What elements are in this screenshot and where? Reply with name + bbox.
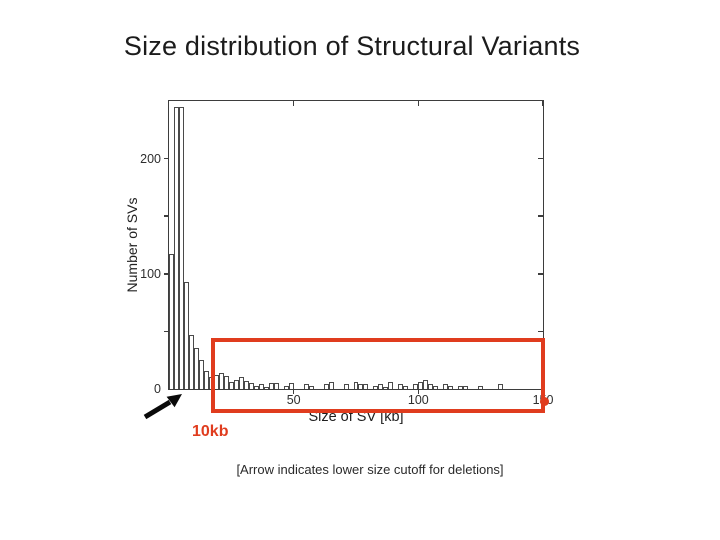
histogram-bar <box>288 383 294 389</box>
highlight-box-corner-dot <box>539 397 549 406</box>
x-tick <box>292 389 295 394</box>
histogram-bar <box>478 385 484 389</box>
histogram-bar <box>228 382 234 389</box>
histogram-bar <box>448 385 454 389</box>
histogram-bar <box>383 386 389 389</box>
y-tick-label: 100 <box>140 266 161 281</box>
histogram-bar <box>188 334 194 389</box>
histogram-bar <box>433 385 439 389</box>
slide-title: Size distribution of Structural Variants <box>123 31 581 61</box>
y-tick-label: 200 <box>140 151 161 166</box>
histogram-bar <box>443 384 449 389</box>
histogram-bar <box>423 379 429 389</box>
histogram-bar <box>258 384 264 389</box>
histogram-bar <box>498 384 504 389</box>
histogram-bar <box>353 382 359 389</box>
histogram-bar <box>418 382 424 389</box>
histogram-bar <box>263 386 269 389</box>
histogram-bar <box>273 383 279 389</box>
x-tick <box>542 101 544 106</box>
histogram-bar <box>463 385 469 389</box>
histogram-bar <box>253 385 259 389</box>
histogram-bar <box>363 384 369 389</box>
y-tick <box>538 157 543 160</box>
histogram-bar <box>373 385 379 389</box>
y-tick-label: 0 <box>154 382 161 396</box>
histogram-bar <box>238 377 244 389</box>
cutoff-size-label: 10kb <box>192 423 229 440</box>
y-tick <box>164 330 169 333</box>
y-tick <box>538 273 543 275</box>
histogram-bar <box>268 383 274 389</box>
highlight-box <box>211 338 546 413</box>
histogram-bar <box>458 385 464 389</box>
histogram-bar <box>193 347 199 389</box>
histogram-bar <box>398 384 404 389</box>
y-tick <box>164 215 169 217</box>
x-tick <box>417 101 420 106</box>
histogram-bar <box>178 106 184 389</box>
histogram-bar <box>198 360 204 389</box>
histogram-bar <box>308 385 314 389</box>
histogram-bar <box>343 384 349 389</box>
histogram-bar <box>223 376 229 389</box>
histogram-bar <box>403 385 409 389</box>
histogram-bar <box>283 385 289 389</box>
histogram-bar <box>173 106 179 389</box>
histogram-bar <box>169 254 174 389</box>
x-tick <box>417 389 420 394</box>
cutoff-arrow-icon <box>140 390 188 422</box>
y-tick <box>538 330 543 333</box>
slide-caption: [Arrow indicates lower size cutoff for d… <box>236 462 504 477</box>
histogram-bar <box>388 382 394 389</box>
histogram-bar <box>358 384 364 389</box>
histogram-bar <box>183 281 189 389</box>
histogram-bar <box>413 384 419 389</box>
histogram-bar <box>243 380 249 389</box>
y-tick <box>164 273 169 275</box>
x-tick <box>292 101 295 106</box>
y-axis-label: Number of SVs <box>124 197 140 293</box>
histogram-bar <box>203 370 209 389</box>
histogram-bar <box>428 384 434 389</box>
histogram-bar <box>328 382 334 389</box>
x-tick-label: 100 <box>407 393 429 407</box>
x-tick-label: 50 <box>286 393 301 407</box>
histogram-bar <box>248 383 254 389</box>
x-axis-label: Size of SV [kb] <box>308 409 404 425</box>
histogram-bar <box>233 379 239 389</box>
y-tick <box>164 157 169 160</box>
histogram-bar <box>323 384 329 389</box>
y-tick <box>538 215 543 217</box>
histogram-bar <box>378 384 384 389</box>
histogram-bar <box>303 384 309 389</box>
histogram-bar <box>218 372 224 389</box>
plot-area: Number of SVs Size of SV [kb] 5010015001… <box>124 100 553 425</box>
